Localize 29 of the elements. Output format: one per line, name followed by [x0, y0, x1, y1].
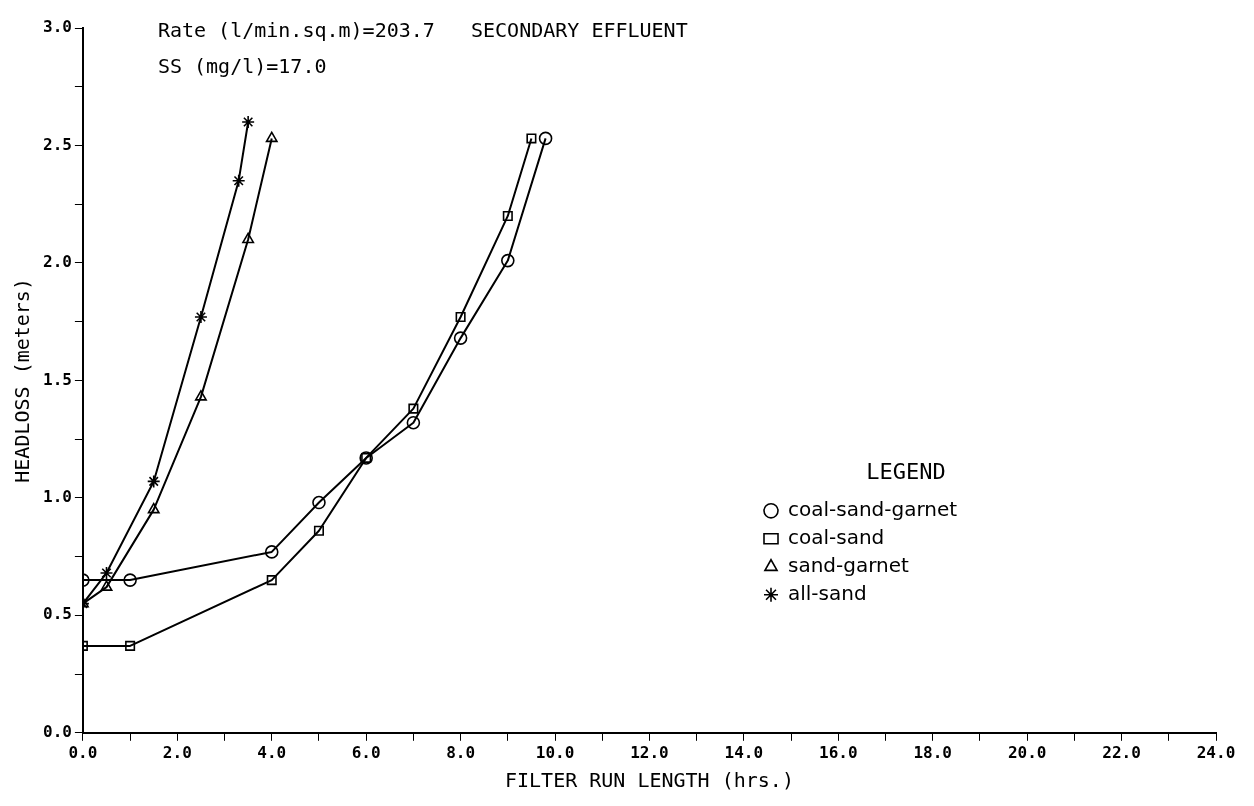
x-tick-label: 0.0	[68, 742, 98, 762]
x-axis-title: FILTER RUN LENGTH (hrs.)	[504, 768, 794, 793]
legend-label: all-sand	[788, 581, 867, 605]
legend-label: coal-sand-garnet	[788, 497, 958, 521]
x-tick-label: 22.0	[1102, 742, 1141, 762]
legend-title: LEGEND	[866, 459, 946, 485]
x-tick-label: 14.0	[724, 742, 764, 762]
x-tick-label: 2.0	[162, 742, 192, 762]
y-tick-label: 0.5	[42, 604, 72, 624]
annotation: Rate (l/min.sq.m)=203.7 SECONDARY EFFLUENT	[157, 18, 688, 43]
y-tick-label: 0.0	[42, 721, 72, 741]
y-tick-label: 3.0	[42, 17, 72, 37]
x-tick-label: 4.0	[257, 742, 287, 762]
y-tick-label: 2.0	[42, 252, 72, 272]
y-axis-title: HEADLOSS (meters)	[10, 278, 35, 483]
y-tick-label: 1.5	[42, 369, 72, 389]
x-tick-label: 16.0	[819, 742, 858, 762]
x-tick-label: 8.0	[446, 742, 476, 762]
x-tick-label: 24.0	[1196, 742, 1236, 762]
legend-label: coal-sand	[788, 525, 885, 549]
y-tick-label: 2.5	[42, 134, 72, 154]
annotation: SS (mg/l)=17.0	[157, 54, 327, 79]
x-tick-label: 18.0	[913, 742, 952, 762]
x-tick-label: 20.0	[1007, 742, 1047, 762]
x-tick-label: 10.0	[535, 742, 575, 762]
y-tick-label: 1.0	[42, 487, 72, 507]
legend-label: sand-garnet	[788, 553, 910, 577]
x-tick-label: 12.0	[630, 742, 669, 762]
x-tick-label: 6.0	[351, 742, 381, 762]
